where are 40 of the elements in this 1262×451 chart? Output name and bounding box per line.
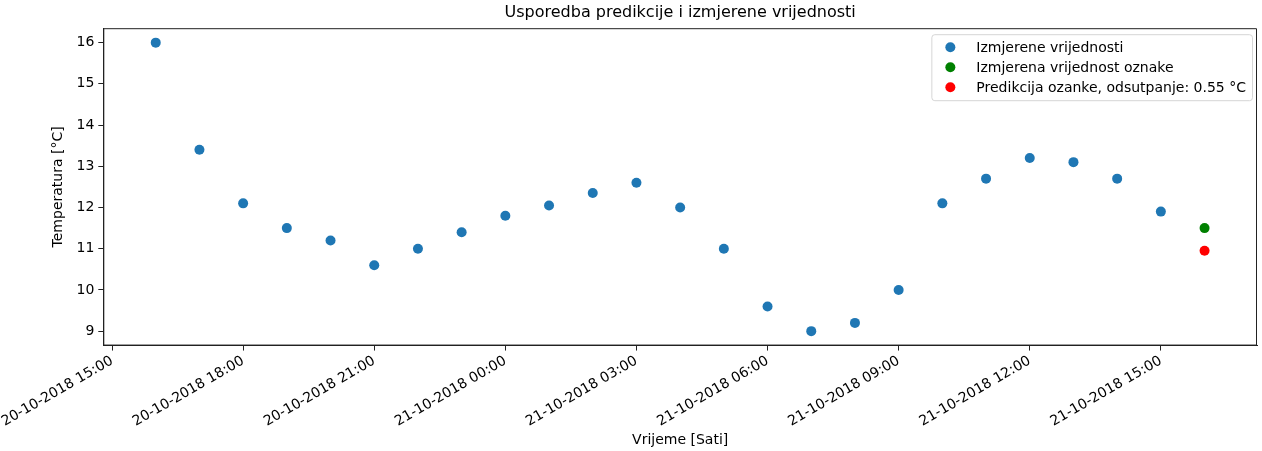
point bbox=[238, 198, 249, 209]
point bbox=[587, 188, 598, 199]
point bbox=[1155, 206, 1166, 217]
point bbox=[893, 284, 904, 295]
point bbox=[981, 173, 992, 184]
point bbox=[675, 202, 686, 213]
point bbox=[806, 326, 817, 337]
y-axis-title: Temperatura [°C] bbox=[48, 126, 65, 249]
point bbox=[325, 235, 336, 246]
y-tick-label: 14 bbox=[76, 115, 95, 132]
point bbox=[1199, 245, 1210, 256]
point bbox=[1112, 173, 1123, 184]
point bbox=[369, 260, 380, 271]
point bbox=[937, 198, 948, 209]
point bbox=[456, 227, 467, 238]
point bbox=[150, 37, 161, 48]
y-tick-label: 13 bbox=[76, 156, 95, 173]
point bbox=[412, 243, 423, 254]
point bbox=[1199, 223, 1210, 234]
chart-title: Usporedba predikcije i izmjerene vrijednosti bbox=[504, 1, 856, 21]
y-tick-label: 16 bbox=[76, 33, 95, 50]
legend-label: Izmjerena vrijednost oznake bbox=[976, 58, 1174, 75]
point bbox=[194, 144, 205, 155]
point bbox=[631, 177, 642, 188]
y-tick-label: 12 bbox=[76, 198, 95, 215]
x-axis-title: Vrijeme [Sati] bbox=[632, 431, 729, 448]
point bbox=[500, 210, 511, 221]
y-tick-label: 10 bbox=[76, 280, 95, 297]
point bbox=[1068, 157, 1079, 168]
y-tick-label: 11 bbox=[76, 239, 95, 256]
point bbox=[718, 243, 729, 254]
point bbox=[849, 317, 860, 328]
point bbox=[1024, 153, 1035, 164]
legend-label: Izmjerene vrijednosti bbox=[976, 38, 1124, 55]
legend-label: Predikcija ozanke, odsutpanje: 0.55 °C bbox=[976, 78, 1247, 95]
point bbox=[762, 301, 773, 312]
point bbox=[544, 200, 555, 211]
y-tick-label: 15 bbox=[76, 74, 95, 91]
point bbox=[281, 223, 292, 234]
y-tick-label: 9 bbox=[85, 321, 95, 338]
